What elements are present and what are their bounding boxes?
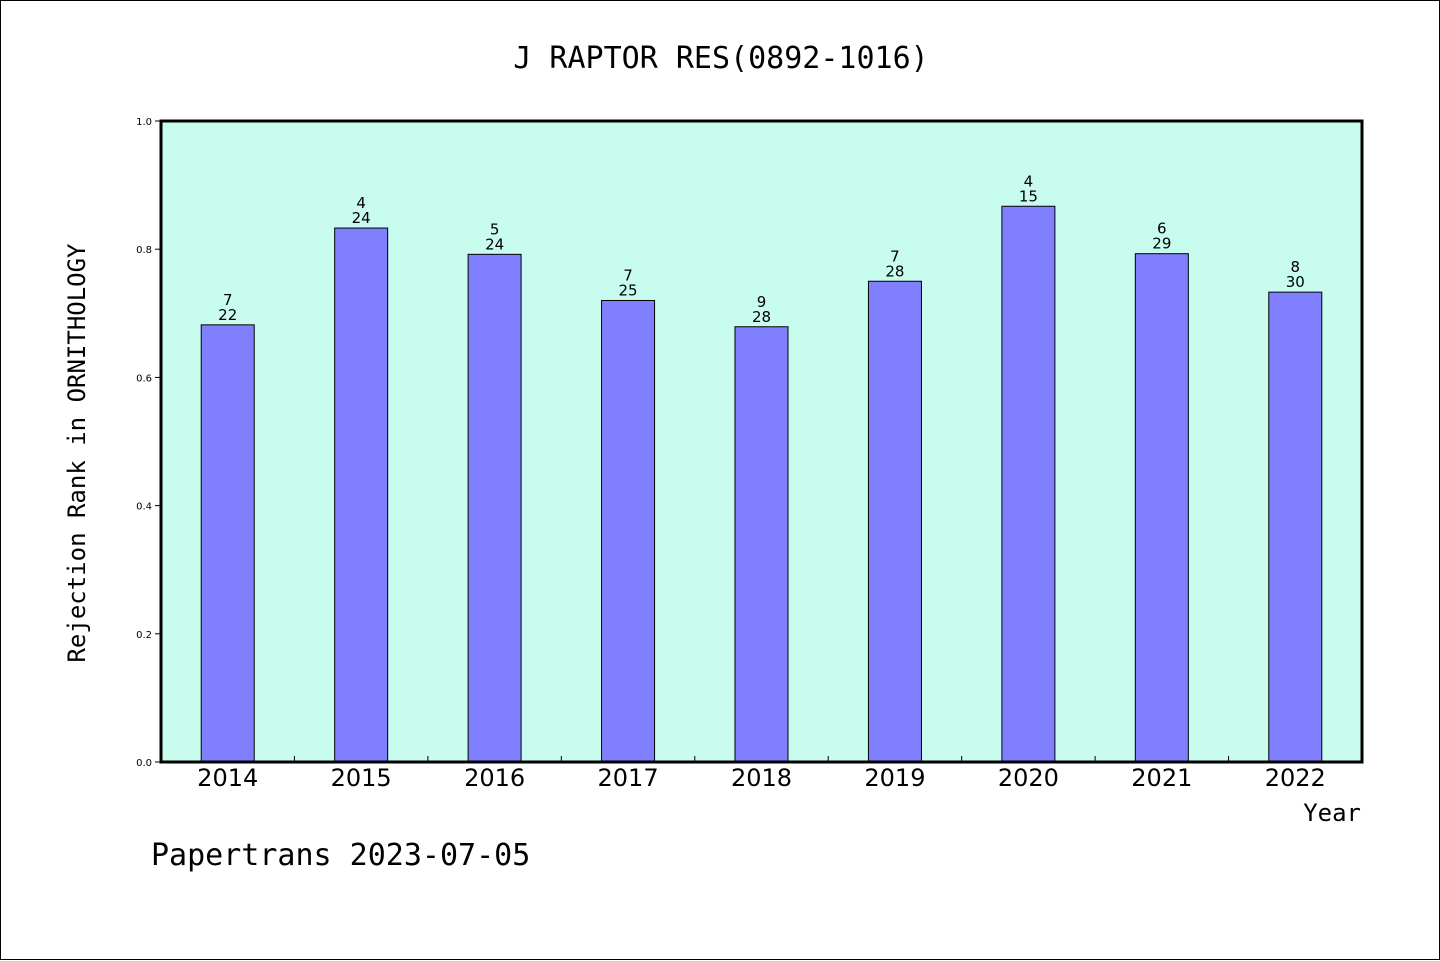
- y-tick-label-0.2: 0.2: [136, 630, 152, 641]
- bar-label-top-2017: 7: [623, 266, 633, 284]
- bar-label-bottom-2016: 24: [485, 235, 504, 253]
- y-tick-label-0.8: 0.8: [136, 245, 152, 256]
- y-axis-label: Rejection Rank in ORNITHOLOGY: [63, 243, 91, 663]
- bar-label-bottom-2019: 28: [885, 262, 904, 280]
- bar-label-bottom-2022: 30: [1286, 273, 1305, 291]
- bar-label-top-2020: 4: [1024, 172, 1034, 190]
- x-axis-label: Year: [1303, 799, 1361, 827]
- ticks-layer: 2014 2015 2016 2017 2018 2019 2020 2021 2022 0.0 0…: [136, 117, 1326, 792]
- bar-label-top-2014: 7: [223, 291, 233, 309]
- x-tick-label-2022: 2022: [1265, 764, 1326, 792]
- x-tick-label-2014: 2014: [197, 764, 258, 792]
- bar-label-bottom-2020: 15: [1019, 187, 1038, 205]
- bar-2019: [867, 280, 922, 763]
- y-tick-label-0.4: 0.4: [136, 502, 152, 513]
- x-tick-label-2018: 2018: [731, 764, 792, 792]
- y-tick-label-0.0: 0.0: [136, 758, 152, 769]
- bar-2017: [601, 299, 656, 763]
- bar-label-bottom-2014: 22: [218, 306, 237, 324]
- y-tick-label-0.6: 0.6: [136, 373, 152, 384]
- x-tick-label-2021: 2021: [1131, 764, 1192, 792]
- bar-label-top-2016: 5: [490, 220, 500, 238]
- bar-2016: [467, 253, 522, 763]
- y-tick-label-1.0: 1.0: [136, 117, 152, 128]
- bar-2015: [334, 227, 389, 763]
- bar-label-top-2022: 8: [1291, 258, 1301, 276]
- bar-2018: [734, 326, 789, 763]
- plot-border: [159, 119, 1364, 764]
- bar-2014: [200, 324, 255, 763]
- x-tick-label-2016: 2016: [464, 764, 525, 792]
- x-tick-label-2019: 2019: [864, 764, 925, 792]
- bar-label-top-2019: 7: [890, 247, 900, 265]
- bar-label-bottom-2021: 29: [1152, 235, 1171, 253]
- x-tick-label-2020: 2020: [998, 764, 1059, 792]
- bar-label-bottom-2017: 25: [619, 281, 638, 299]
- bar-label-top-2018: 9: [757, 293, 767, 311]
- bar-2020: [1001, 205, 1056, 763]
- x-tick-label-2017: 2017: [598, 764, 659, 792]
- bar-2022: [1268, 291, 1323, 763]
- bar-label-bottom-2018: 28: [752, 308, 771, 326]
- chart-title: J RAPTOR RES(0892-1016): [513, 41, 928, 76]
- bar-2021: [1134, 253, 1189, 763]
- x-tick-label-2015: 2015: [331, 764, 392, 792]
- bar-label-top-2021: 6: [1157, 220, 1167, 238]
- bar-label-bottom-2015: 24: [352, 209, 371, 227]
- bar-label-top-2015: 4: [356, 194, 366, 212]
- footer-source-date: Papertrans 2023-07-05: [151, 838, 530, 873]
